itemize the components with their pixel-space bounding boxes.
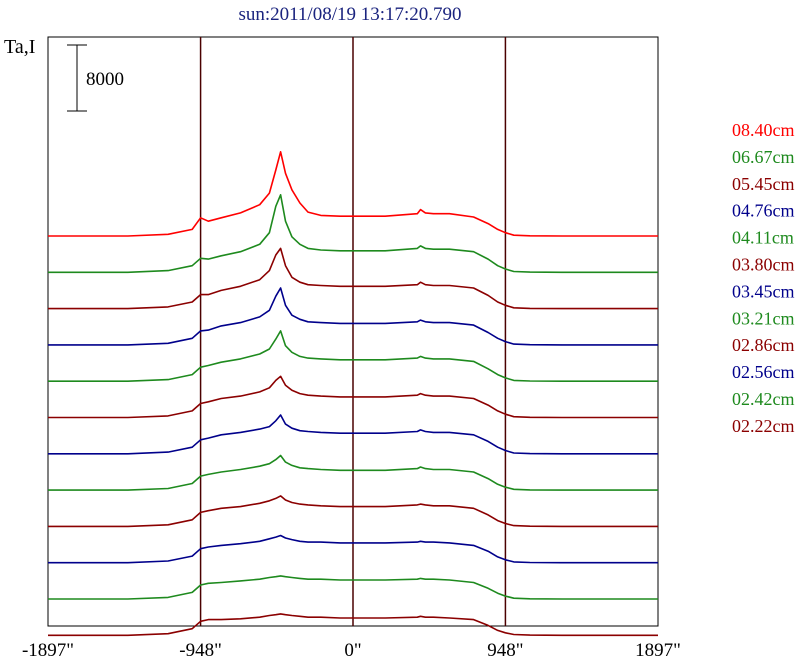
legend-entry-9: 02.56cm	[732, 362, 795, 382]
series-line-4	[48, 330, 658, 383]
series-line-9	[48, 534, 658, 564]
legend-entry-3: 04.76cm	[732, 201, 795, 221]
legend-entry-10: 02.42cm	[732, 389, 795, 409]
x-tick-label-2: 0"	[344, 640, 361, 661]
chart-title: sun:2011/08/19 13:17:20.790	[238, 4, 462, 25]
x-tick-label-0: -1897"	[22, 640, 74, 661]
x-tick-label-3: 948"	[487, 640, 523, 661]
legend-entry-7: 03.21cm	[732, 308, 795, 328]
legend-entry-6: 03.45cm	[732, 281, 795, 301]
x-tick-labels: -1897" -948" 0" 948" 1897"	[22, 640, 681, 661]
x-tick-label-1: -948"	[179, 640, 222, 661]
series-line-8	[48, 495, 658, 528]
vertical-reference-lines	[199, 37, 507, 626]
series-line-2	[48, 247, 658, 310]
legend-entry-5: 03.80cm	[732, 255, 795, 275]
series-lines	[48, 151, 658, 637]
series-line-3	[48, 287, 658, 346]
legend-entry-1: 06.67cm	[732, 147, 795, 167]
legend-entry-8: 02.86cm	[732, 335, 795, 355]
legend-entry-4: 04.11cm	[732, 228, 794, 248]
intensity-scale-bar: 8000	[67, 44, 124, 112]
legend: 08.40cm 06.67cm 05.45cm 04.76cm 04.11cm 03.80…	[732, 120, 795, 436]
series-line-1	[48, 194, 658, 274]
legend-entry-11: 02.22cm	[732, 416, 795, 436]
scale-bar-label: 8000	[86, 69, 124, 90]
series-line-11	[48, 613, 658, 637]
series-line-10	[48, 575, 658, 600]
legend-entry-0: 08.40cm	[732, 120, 795, 140]
y-axis-label: Ta,I	[4, 36, 36, 58]
x-tick-label-4: 1897"	[635, 640, 681, 661]
series-line-0	[48, 151, 658, 237]
legend-entry-2: 05.45cm	[732, 174, 795, 194]
series-line-5	[48, 375, 658, 419]
series-line-6	[48, 414, 658, 455]
series-line-7	[48, 454, 658, 491]
